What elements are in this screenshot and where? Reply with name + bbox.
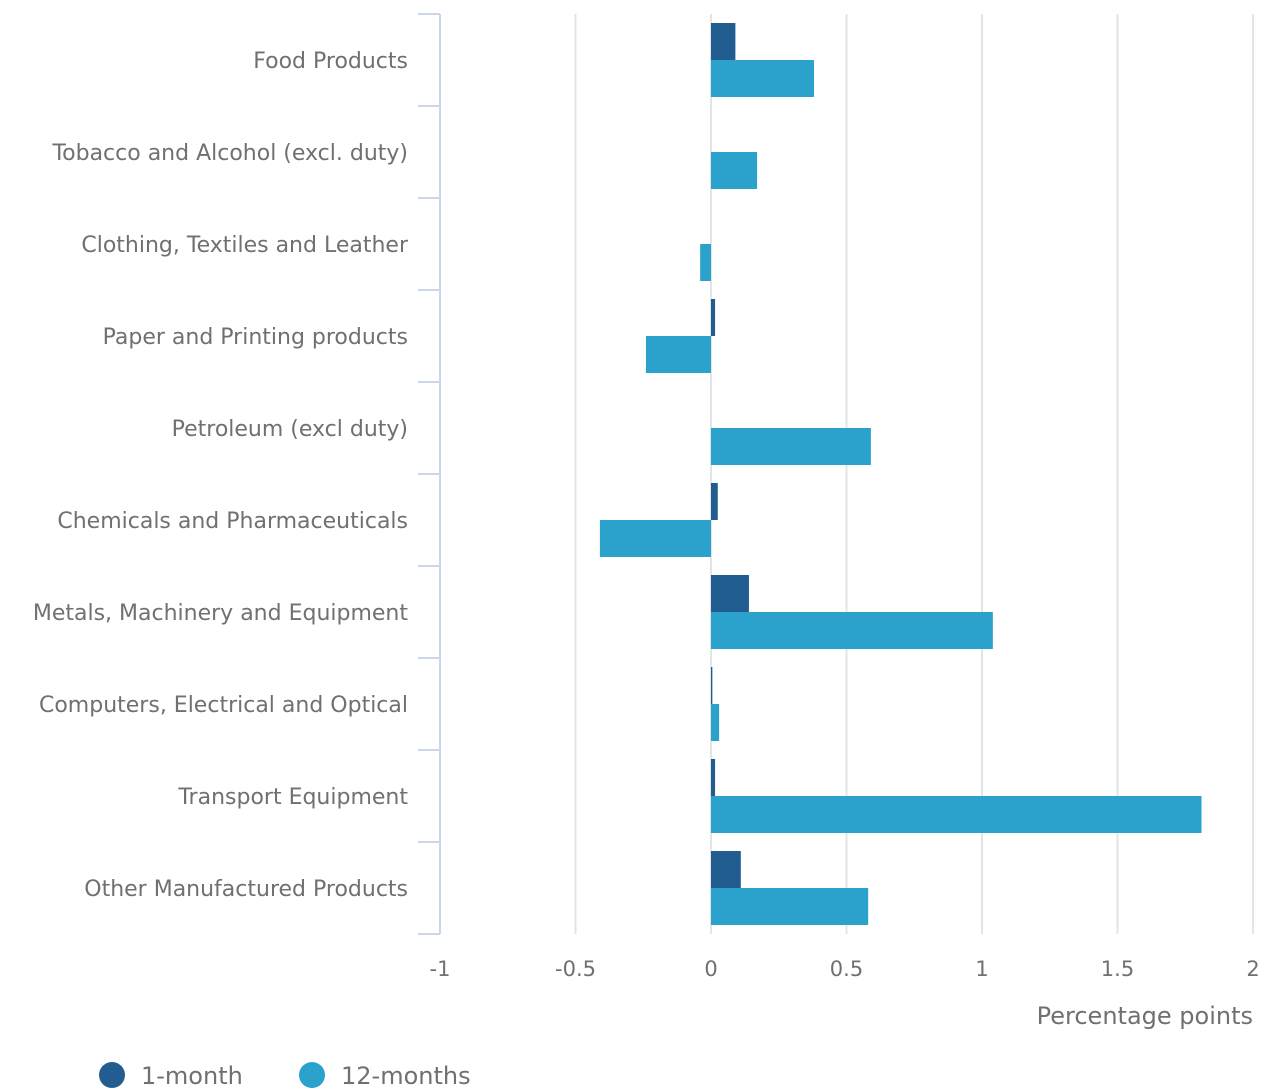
bar-12-months — [711, 796, 1202, 833]
bar-12-months — [711, 428, 871, 465]
category-label: Transport Equipment — [177, 785, 408, 810]
category-label: Metals, Machinery and Equipment — [33, 601, 409, 626]
legend-marker-12-months — [299, 1062, 325, 1088]
bar-12-months — [711, 888, 869, 925]
x-tick-label: 2 — [1246, 957, 1259, 981]
bar-1-month — [711, 483, 718, 520]
category-label: Chemicals and Pharmaceuticals — [57, 509, 408, 534]
bar-1-month — [711, 851, 741, 888]
y-axis — [418, 13, 441, 935]
x-tick-label: -0.5 — [555, 957, 596, 981]
bar-1-month — [711, 667, 713, 704]
bar-1-month — [711, 759, 716, 796]
x-tick-label: 1.5 — [1101, 957, 1134, 981]
bar-12-months — [599, 520, 711, 557]
bar-1-month — [711, 575, 749, 612]
bars — [599, 23, 1202, 925]
category-label: Tobacco and Alcohol (excl. duty) — [51, 141, 408, 166]
category-label: Computers, Electrical and Optical — [39, 693, 408, 718]
category-label: Other Manufactured Products — [84, 877, 408, 902]
bar-12-months — [711, 704, 720, 741]
bar-12-months — [700, 244, 711, 281]
category-label: Petroleum (excl duty) — [172, 417, 408, 442]
bar-12-months — [645, 336, 711, 373]
category-labels: Food Products Tobacco and Alcohol (excl. … — [33, 49, 409, 902]
category-label: Food Products — [253, 49, 408, 74]
legend: 1-month 12-months — [99, 1062, 471, 1090]
x-axis-title: Percentage points — [1037, 1002, 1253, 1030]
bar-12-months — [711, 60, 814, 97]
bar-1-month — [711, 299, 716, 336]
legend-label-12-months: 12-months — [341, 1062, 471, 1090]
bar-1-month — [711, 23, 736, 60]
category-label: Paper and Printing products — [103, 325, 408, 350]
bar-12-months — [711, 612, 993, 649]
x-tick-label: 0 — [704, 957, 717, 981]
legend-marker-1-month — [99, 1062, 125, 1088]
bar-12-months — [711, 152, 758, 189]
x-tick-labels: -1 -0.5 0 0.5 1 1.5 2 — [430, 957, 1260, 981]
category-label: Clothing, Textiles and Leather — [81, 233, 409, 258]
x-tick-label: 1 — [975, 957, 988, 981]
x-tick-label: -1 — [430, 957, 451, 981]
legend-label-1-month: 1-month — [141, 1062, 243, 1090]
x-tick-label: 0.5 — [830, 957, 863, 981]
